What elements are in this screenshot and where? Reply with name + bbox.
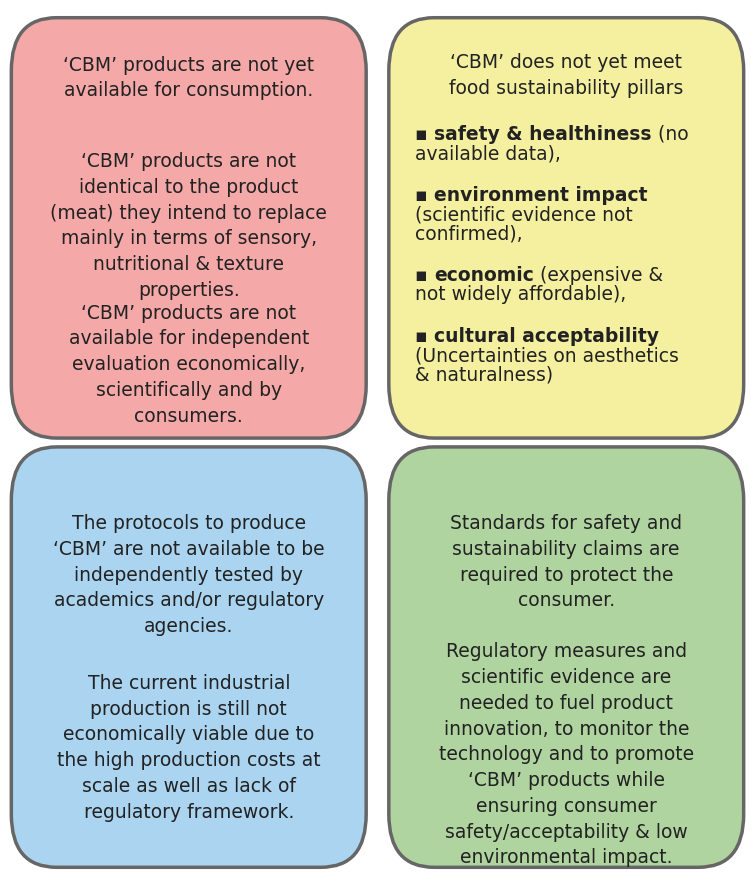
- Text: ‘CBM’ products are not
available for independent
evaluation economically,
scient: ‘CBM’ products are not available for ind…: [69, 304, 309, 426]
- Text: Regulatory measures and
scientific evidence are
needed to fuel product
innovatio: Regulatory measures and scientific evide…: [439, 643, 694, 867]
- Text: ‘CBM’ does not yet meet
food sustainability pillars: ‘CBM’ does not yet meet food sustainabil…: [449, 53, 683, 98]
- Text: economic: economic: [434, 266, 534, 285]
- Text: Standards for safety and
sustainability claims are
required to protect the
consu: Standards for safety and sustainability …: [450, 514, 683, 611]
- FancyBboxPatch shape: [389, 18, 744, 438]
- Text: available data),: available data),: [415, 144, 561, 164]
- Text: ▪: ▪: [415, 266, 434, 285]
- Text: ▪: ▪: [415, 125, 434, 144]
- Text: ▪: ▪: [415, 186, 434, 204]
- Text: not widely affordable),: not widely affordable),: [415, 285, 627, 304]
- Text: The current industrial
production is still not
economically viable due to
the hi: The current industrial production is sti…: [57, 674, 321, 821]
- Text: (Uncertainties on aesthetics: (Uncertainties on aesthetics: [415, 346, 680, 366]
- FancyBboxPatch shape: [389, 447, 744, 867]
- Text: ‘CBM’ products are not
identical to the product
(meat) they intend to replace
ma: ‘CBM’ products are not identical to the …: [51, 152, 327, 300]
- Text: cultural acceptability: cultural acceptability: [434, 327, 659, 346]
- Text: (scientific evidence not: (scientific evidence not: [415, 205, 633, 225]
- Text: ▪: ▪: [415, 327, 434, 346]
- Text: (expensive &: (expensive &: [534, 266, 663, 285]
- Text: ‘CBM’ products are not yet
available for consumption.: ‘CBM’ products are not yet available for…: [63, 56, 314, 100]
- Text: safety & healthiness: safety & healthiness: [434, 125, 652, 144]
- Text: The protocols to produce
‘CBM’ are not available to be
independently tested by
a: The protocols to produce ‘CBM’ are not a…: [53, 514, 325, 636]
- Text: confirmed),: confirmed),: [415, 225, 523, 244]
- Text: & naturalness): & naturalness): [415, 366, 553, 385]
- Text: environment impact: environment impact: [434, 186, 648, 204]
- Text: (no: (no: [652, 125, 688, 144]
- FancyBboxPatch shape: [11, 447, 366, 867]
- FancyBboxPatch shape: [11, 18, 366, 438]
